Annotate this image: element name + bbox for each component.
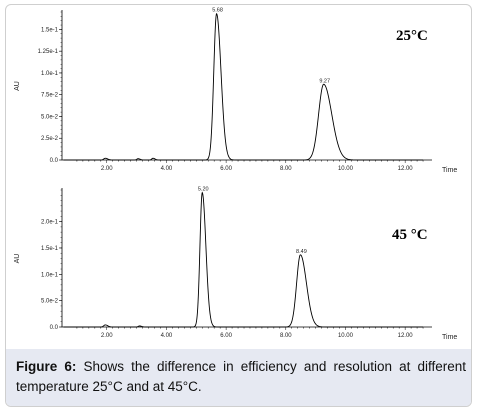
x-axis-title: Time [442,167,457,174]
figure-panel [5,4,472,407]
x-tick-label: 4.00 [161,333,173,339]
peak-label: 9.27 [319,78,330,84]
y-tick-label: 7.5e-2 [41,93,59,99]
x-tick-label: 12.00 [398,333,414,339]
x-tick-label: 10.00 [338,333,354,339]
y-tick-label: 1.0e-1 [41,272,59,278]
y-tick-label: 1.5e-1 [41,246,59,252]
y-tick-label: 1.25e-1 [38,49,59,55]
figure-caption: Figure 6: Shows the difference in effici… [16,357,466,397]
y-axis-title: AU [14,81,21,91]
temperature-label: 45 °C [392,227,428,243]
chromatogram-charts: 2.00 4.00 6.00 8.00 10.00 12.00 0.0 2.5e-2 5.0e-… [14,8,457,341]
x-tick-label: 8.00 [280,333,292,339]
temperature-label: 25°C [396,28,428,44]
chromatogram-trace [63,191,424,328]
y-tick-label: 2.0e-1 [41,220,59,226]
x-tick-label: 8.00 [280,166,292,172]
y-tick-label: 5.0e-2 [41,114,59,120]
y-tick-label: 2.5e-2 [41,136,59,142]
x-tick-label: 10.00 [338,166,354,172]
caption-band [6,349,471,406]
x-tick-label: 6.00 [220,166,232,172]
chart-top: 2.00 4.00 6.00 8.00 10.00 12.00 0.0 2.5e-2 5.0e-… [14,8,457,174]
y-axis-title: AU [14,254,21,264]
x-tick-label: 12.00 [398,166,414,172]
y-tick-label: 1.5e-1 [41,27,59,33]
caption-figure-label: Figure 6: [16,359,77,374]
x-tick-label: 2.00 [101,333,113,339]
x-tick-label: 4.00 [161,166,173,172]
chart-bottom: 2.00 4.00 6.00 8.00 10.00 12.00 0.0 5.0e-2 1.0e-… [14,187,457,341]
x-tick-label: 6.00 [220,333,232,339]
y-tick-label: 0.0 [50,325,59,331]
peak-label: 8.49 [296,249,307,255]
x-axis-title: Time [442,334,457,341]
caption-text: Shows the difference in efficiency and r… [16,359,466,394]
y-tick-label: 5.0e-2 [41,299,59,305]
peak-label: 5.68 [212,8,223,14]
x-tick-label: 2.00 [101,166,113,172]
chromatogram-trace [63,12,424,161]
y-tick-label: 0.0 [50,158,59,164]
y-tick-label: 1.0e-1 [41,71,59,77]
peak-label: 5.20 [198,187,209,193]
